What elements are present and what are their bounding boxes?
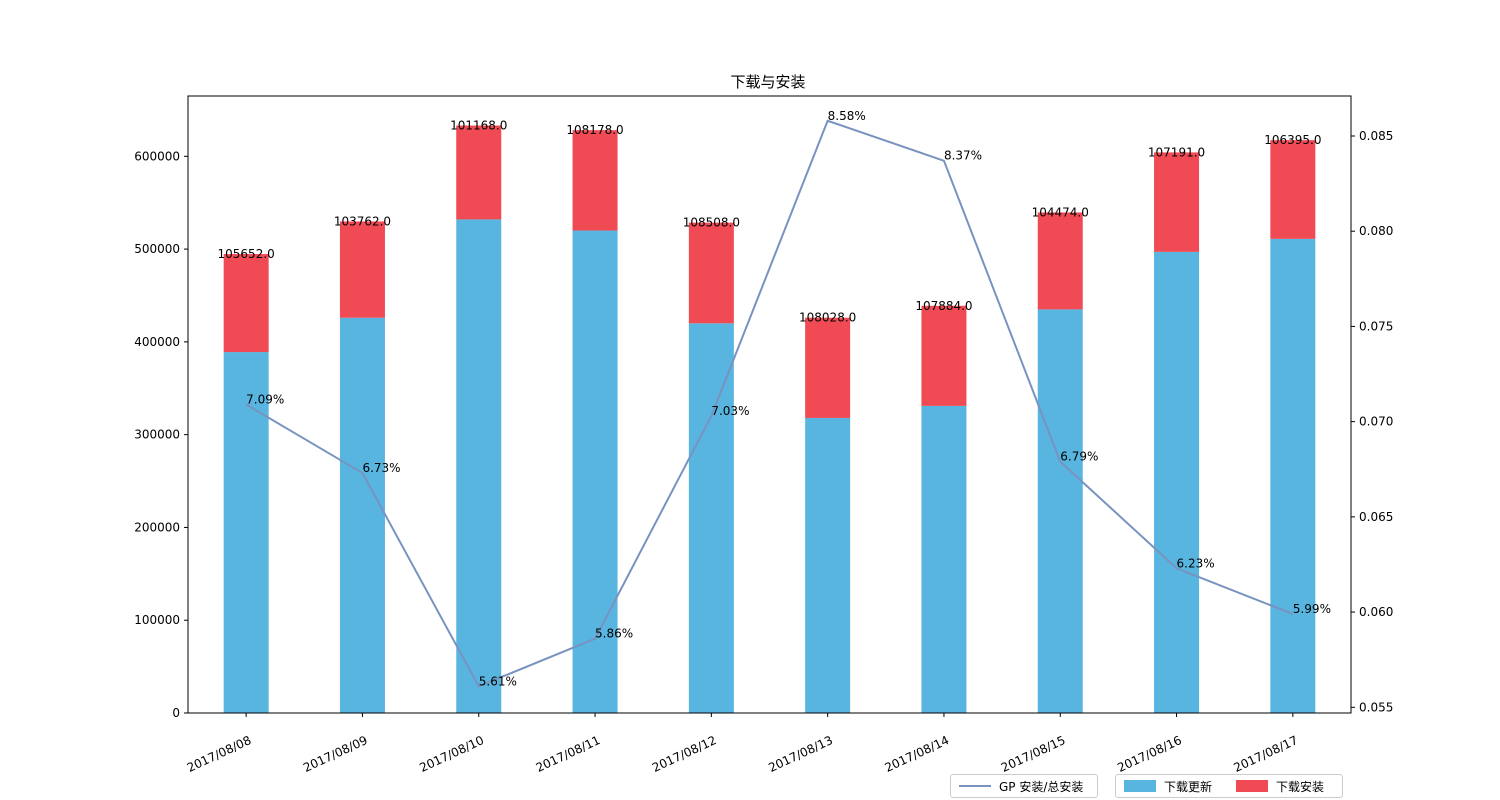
bars-layer bbox=[223, 125, 1316, 714]
bar-installs bbox=[688, 222, 734, 324]
labels-layer: 105652.0 103762.0 101168.0 108178.0 108508.0… bbox=[218, 109, 1331, 689]
left-y-tick-label: 400000 bbox=[134, 335, 180, 349]
line-data-label: 8.58% bbox=[828, 109, 866, 123]
x-tick-label: 2017/08/12 bbox=[650, 733, 719, 775]
left-y-axis: 0 100000 200000 300000 400000 500000 600000 bbox=[134, 149, 188, 720]
left-y-tick-label: 600000 bbox=[134, 149, 180, 163]
line-layer bbox=[245, 119, 1294, 688]
line-data-label: 7.09% bbox=[246, 393, 284, 407]
bar-data-label: 108508.0 bbox=[683, 216, 740, 230]
bar-updates bbox=[339, 317, 385, 713]
line-data-label: 8.37% bbox=[944, 149, 982, 163]
legend-label-gp-ratio: GP 安装/总安装 bbox=[999, 779, 1084, 794]
chart-title: 下载与安装 bbox=[730, 73, 805, 91]
bar-updates bbox=[1154, 251, 1200, 713]
x-tick-label: 2017/08/16 bbox=[1115, 733, 1184, 775]
bar-installs bbox=[456, 125, 502, 220]
plot-frame bbox=[187, 95, 1352, 714]
legend-item-gp-ratio: GP 安装/总安装 bbox=[959, 778, 1083, 795]
bar-updates bbox=[805, 417, 851, 713]
bar-data-label: 107884.0 bbox=[915, 299, 972, 313]
line-data-label: 5.61% bbox=[479, 674, 517, 688]
right-y-tick-label: 0.060 bbox=[1359, 605, 1393, 619]
right-y-tick-label: 0.055 bbox=[1359, 700, 1393, 714]
left-y-tick-label: 300000 bbox=[134, 428, 180, 442]
bar-data-label: 101168.0 bbox=[450, 119, 507, 133]
legend-bars: 下载更新 下载安装 bbox=[1115, 774, 1343, 798]
x-tick-label: 2017/08/15 bbox=[999, 733, 1068, 775]
bar-data-label: 107191.0 bbox=[1148, 145, 1205, 159]
bar-data-label: 108028.0 bbox=[799, 311, 856, 325]
legend-item-updates: 下载更新 bbox=[1124, 778, 1212, 795]
bar-installs bbox=[1270, 140, 1316, 239]
right-y-tick-label: 0.070 bbox=[1359, 415, 1393, 429]
line-data-label: 5.99% bbox=[1293, 602, 1331, 616]
bar-data-label: 108178.0 bbox=[566, 123, 623, 137]
line-gp-ratio bbox=[245, 119, 1294, 688]
x-tick-label: 2017/08/09 bbox=[301, 733, 370, 775]
right-y-axis: 0.055 0.060 0.065 0.070 0.075 0.080 0.085 bbox=[1351, 129, 1393, 714]
x-tick-label: 2017/08/14 bbox=[883, 733, 952, 775]
line-data-label: 6.23% bbox=[1177, 556, 1215, 570]
bar-updates bbox=[572, 230, 618, 714]
legend-swatch-updates bbox=[1124, 780, 1156, 792]
bar-data-label: 106395.0 bbox=[1264, 133, 1321, 147]
left-y-tick-label: 100000 bbox=[134, 613, 180, 627]
legend-label-installs: 下载安装 bbox=[1276, 779, 1325, 794]
bar-installs bbox=[339, 221, 385, 318]
x-tick-label: 2017/08/08 bbox=[185, 733, 254, 775]
legend-line: GP 安装/总安装 bbox=[950, 774, 1098, 798]
bar-installs bbox=[805, 317, 851, 418]
right-y-tick-label: 0.085 bbox=[1359, 129, 1393, 143]
left-y-tick-label: 200000 bbox=[134, 520, 180, 534]
right-y-tick-label: 0.075 bbox=[1359, 319, 1393, 333]
legend-item-installs: 下载安装 bbox=[1236, 778, 1324, 795]
x-tick-label: 2017/08/17 bbox=[1232, 733, 1301, 775]
legend-label-updates: 下载更新 bbox=[1164, 779, 1213, 794]
bar-installs bbox=[1037, 212, 1083, 310]
left-y-tick-label: 500000 bbox=[134, 242, 180, 256]
x-tick-label: 2017/08/11 bbox=[534, 733, 603, 775]
x-tick-label: 2017/08/10 bbox=[417, 733, 486, 775]
left-y-tick-label: 0 bbox=[172, 706, 180, 720]
bar-updates bbox=[921, 405, 967, 713]
right-y-tick-label: 0.080 bbox=[1359, 224, 1393, 238]
bar-updates bbox=[688, 323, 734, 713]
legend-swatch-installs bbox=[1236, 780, 1269, 792]
bar-updates bbox=[1037, 309, 1083, 713]
line-data-label: 7.03% bbox=[711, 404, 749, 418]
bar-installs bbox=[572, 130, 618, 231]
line-data-label: 5.86% bbox=[595, 627, 633, 641]
right-y-tick-label: 0.065 bbox=[1359, 510, 1393, 524]
bar-installs bbox=[921, 305, 967, 406]
line-data-label: 6.79% bbox=[1060, 450, 1098, 464]
bar-data-label: 104474.0 bbox=[1032, 205, 1089, 219]
bar-installs bbox=[1154, 152, 1200, 252]
legend-swatch-line bbox=[959, 785, 991, 787]
x-tick-label: 2017/08/13 bbox=[766, 733, 835, 775]
bar-updates bbox=[1270, 238, 1316, 713]
x-axis: 2017/08/08 2017/08/09 2017/08/10 2017/08/11… bbox=[185, 713, 1300, 775]
line-data-label: 6.73% bbox=[362, 461, 400, 475]
bar-updates bbox=[456, 219, 502, 713]
bar-installs bbox=[223, 254, 269, 353]
bar-data-label: 105652.0 bbox=[218, 247, 275, 261]
bar-data-label: 103762.0 bbox=[334, 214, 391, 228]
